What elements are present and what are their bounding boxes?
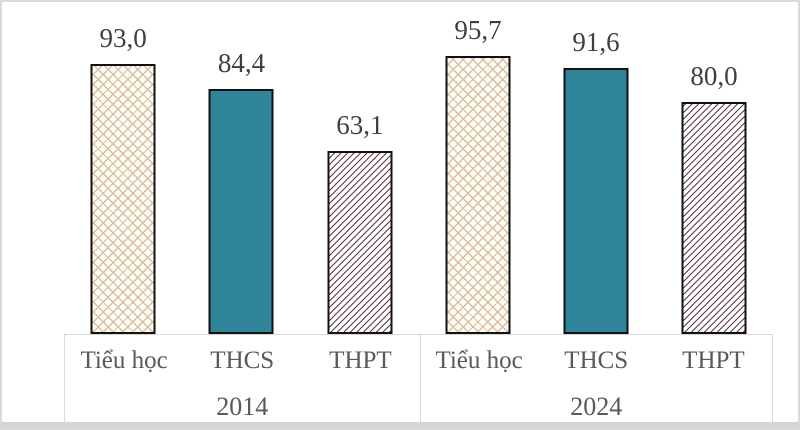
plot-group-2024: 95,7 91,6 80,0 <box>419 2 773 334</box>
year-label-2014: 2014 <box>216 392 269 421</box>
category-row: Tiểu học THCS THPT <box>421 344 773 378</box>
category-label-thcs: THCS <box>564 347 629 374</box>
bar-value-label-2014-ti-u-h-c: 93,0 <box>99 23 147 53</box>
bar-value-label-2024-thpt: 80,0 <box>690 61 738 91</box>
category-label-thpt: THPT <box>682 347 745 374</box>
category-label-thcs: THCS <box>210 347 275 374</box>
category-label-tieu-hoc: Tiểu học <box>80 347 168 374</box>
bar-2024-thcs <box>563 68 629 334</box>
category-label-thpt: THPT <box>329 347 392 374</box>
bar-2024-ti-u-h-c <box>445 56 511 334</box>
bar-2014-thpt <box>327 151 393 334</box>
bar-2014-ti-u-h-c <box>90 64 156 334</box>
bar-2014-thcs <box>208 89 274 334</box>
bar-value-label-2014-thcs: 84,4 <box>217 48 266 78</box>
bar-value-label-2024-ti-u-h-c: 95,7 <box>454 15 502 45</box>
bar-value-label-2014-thpt: 63,1 <box>336 110 384 140</box>
bar-2024-thpt <box>681 102 747 334</box>
category-row: Tiểu học THCS THPT <box>65 344 420 378</box>
plot-cell: 91,6 <box>537 2 655 334</box>
plot-cell: 84,4 <box>182 2 300 334</box>
axis-group-2014: Tiểu học THCS THPT 2014 <box>65 335 420 425</box>
axis-group-2024: Tiểu học THCS THPT 2024 <box>419 335 773 425</box>
plot-group-2014: 93,0 84,4 63,1 <box>64 2 419 334</box>
plot-cell: 95,7 <box>419 2 537 334</box>
bar-value-label-2024-thcs: 91,6 <box>572 27 620 57</box>
bottom-band <box>2 422 798 428</box>
category-label-tieu-hoc: Tiểu học <box>435 347 523 374</box>
plot-cell: 93,0 <box>64 2 182 334</box>
plot-cell: 63,1 <box>301 2 419 334</box>
axis-box: Tiểu học THCS THPT 2014 Tiểu học THCS TH… <box>64 334 773 426</box>
plot-cell: 80,0 <box>655 2 773 334</box>
year-label-2024: 2024 <box>570 392 623 421</box>
